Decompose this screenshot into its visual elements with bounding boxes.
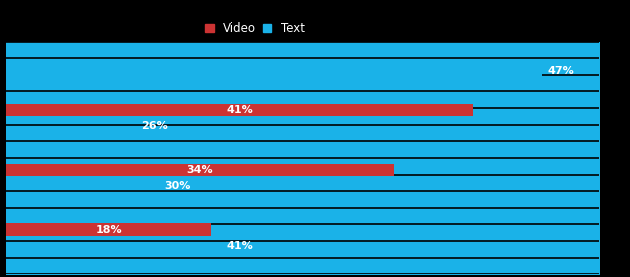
Text: 18%: 18% — [96, 225, 122, 235]
Bar — [6, 104, 473, 116]
Text: 30%: 30% — [164, 181, 190, 191]
Text: 26%: 26% — [141, 121, 168, 131]
Text: 47%: 47% — [547, 66, 574, 76]
Text: 34%: 34% — [186, 165, 213, 175]
Legend: Video, Text: Video, Text — [200, 17, 309, 40]
Bar — [6, 223, 211, 236]
Bar — [6, 67, 542, 76]
Bar — [6, 163, 394, 176]
Text: 41%: 41% — [226, 241, 253, 251]
Text: 41%: 41% — [226, 105, 253, 115]
